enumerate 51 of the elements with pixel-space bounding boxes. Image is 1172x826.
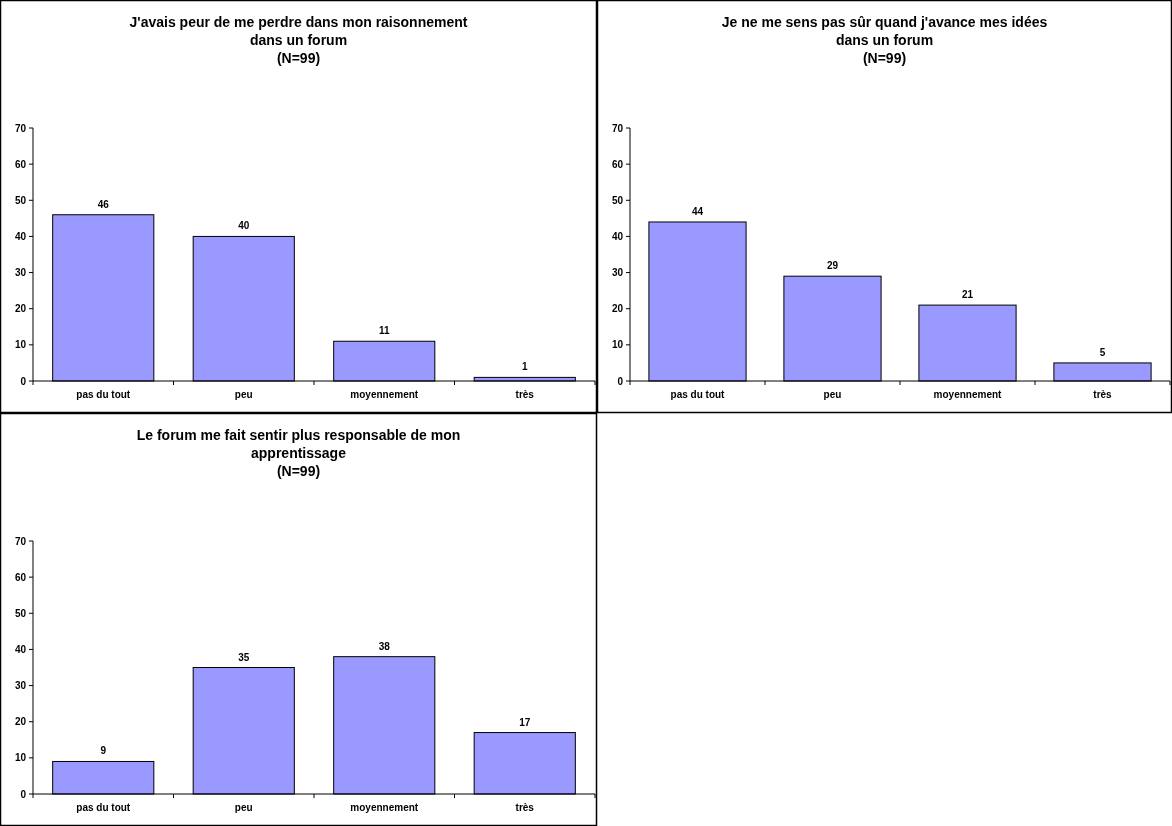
data-label: 44 <box>691 205 704 217</box>
y-tick-label: 40 <box>611 230 624 242</box>
x-tick-label: moyennement <box>350 802 419 813</box>
y-tick-label: 50 <box>611 194 624 206</box>
x-tick-label: pas du tout <box>76 802 131 813</box>
x-tick-label: très <box>515 802 535 813</box>
y-tick-label: 70 <box>14 122 27 134</box>
x-tick-label: très <box>515 389 535 400</box>
data-label: 1 <box>521 361 528 373</box>
chart-title: Le forum me fait sentir plus responsable de mon apprentissage (N=99) <box>136 427 461 479</box>
y-tick-label: 20 <box>14 303 27 315</box>
chart-title: Je ne me sens pas sûr quand j'avance mes idées dans un forum (N=99) <box>721 14 1048 66</box>
data-label: 38 <box>378 640 391 652</box>
y-tick-label: 0 <box>617 375 624 387</box>
x-tick-label: peu <box>234 389 253 400</box>
x-tick-label: moyennement <box>350 389 419 400</box>
chart-title: J'avais peur de me perdre dans mon raisonnement dans un forum (N=99) <box>129 14 468 66</box>
y-tick-label: 60 <box>611 158 624 170</box>
data-label: 46 <box>97 198 110 210</box>
y-tick-label: 30 <box>611 267 624 279</box>
y-tick-label: 60 <box>14 158 27 170</box>
y-tick-label: 70 <box>611 122 624 134</box>
y-tick-label: 50 <box>14 607 27 619</box>
y-tick-label: 70 <box>14 535 27 547</box>
x-tick-label: très <box>1093 389 1113 400</box>
y-tick-label: 50 <box>14 194 27 206</box>
data-label: 35 <box>238 651 250 663</box>
data-label: 5 <box>1099 346 1106 358</box>
x-tick-label: peu <box>823 389 842 400</box>
y-tick-label: 40 <box>14 230 27 242</box>
y-tick-label: 10 <box>611 339 624 351</box>
data-label: 11 <box>378 325 390 337</box>
y-tick-label: 20 <box>14 716 27 728</box>
y-tick-label: 40 <box>14 643 27 655</box>
data-label: 9 <box>100 745 107 757</box>
y-tick-label: 60 <box>14 571 27 583</box>
y-tick-label: 0 <box>20 788 27 800</box>
y-tick-label: 10 <box>14 752 27 764</box>
x-tick-label: moyennement <box>933 389 1003 400</box>
data-label: 21 <box>961 289 974 301</box>
x-tick-label: pas du tout <box>670 389 726 400</box>
x-tick-label: peu <box>234 802 253 813</box>
data-label: 29 <box>826 260 839 272</box>
y-tick-label: 30 <box>14 680 27 692</box>
data-label: 17 <box>519 716 531 728</box>
y-tick-label: 30 <box>14 267 27 279</box>
data-label: 40 <box>238 220 250 232</box>
x-tick-label: pas du tout <box>76 389 131 400</box>
y-tick-label: 20 <box>611 303 624 315</box>
y-tick-label: 10 <box>14 339 27 351</box>
y-tick-label: 0 <box>20 375 27 387</box>
